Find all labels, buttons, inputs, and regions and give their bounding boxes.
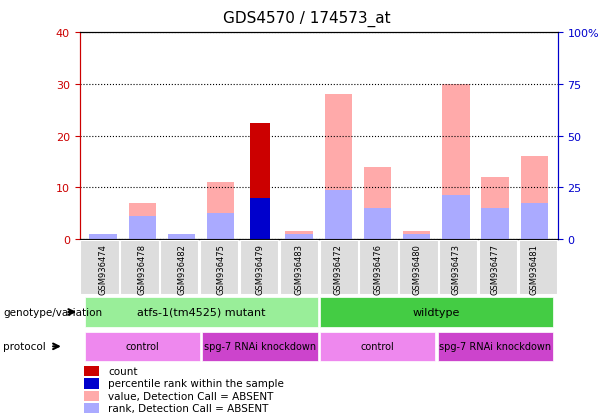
Bar (85, 403, 99, 413)
FancyBboxPatch shape (320, 332, 435, 361)
Text: GSM936476: GSM936476 (373, 243, 382, 294)
Bar (207, 214, 235, 240)
Bar (439, 241, 478, 294)
FancyBboxPatch shape (202, 332, 318, 361)
Bar (120, 241, 159, 294)
FancyBboxPatch shape (85, 298, 318, 327)
Bar (85, 378, 99, 389)
Bar (249, 198, 270, 240)
Text: spg-7 RNAi knockdown: spg-7 RNAi knockdown (439, 342, 551, 351)
Text: GSM936482: GSM936482 (177, 243, 186, 294)
Text: GSM936473: GSM936473 (451, 243, 460, 294)
Bar (479, 241, 517, 294)
Bar (481, 209, 509, 240)
Bar (359, 241, 398, 294)
Text: spg-7 RNAi knockdown: spg-7 RNAi knockdown (204, 342, 316, 351)
Bar (399, 241, 438, 294)
Bar (442, 85, 470, 240)
Bar (89, 235, 117, 240)
Text: control: control (360, 342, 394, 351)
Bar (80, 241, 119, 294)
Bar (481, 178, 509, 240)
Bar (325, 190, 352, 240)
Text: GSM936478: GSM936478 (138, 243, 147, 294)
Text: rank, Detection Call = ABSENT: rank, Detection Call = ABSENT (109, 403, 268, 413)
Text: atfs-1(tm4525) mutant: atfs-1(tm4525) mutant (137, 307, 265, 317)
Bar (85, 366, 99, 376)
Text: GSM936479: GSM936479 (256, 243, 264, 294)
Bar (85, 391, 99, 401)
Text: value, Detection Call = ABSENT: value, Detection Call = ABSENT (109, 391, 274, 401)
Text: control: control (126, 342, 159, 351)
Text: GDS4570 / 174573_at: GDS4570 / 174573_at (223, 10, 390, 26)
Text: wildtype: wildtype (413, 307, 460, 317)
Text: genotype/variation: genotype/variation (3, 307, 102, 317)
Bar (249, 123, 270, 240)
Bar (520, 157, 548, 240)
FancyBboxPatch shape (85, 332, 200, 361)
Bar (168, 235, 196, 240)
Text: percentile rank within the sample: percentile rank within the sample (109, 379, 284, 389)
FancyBboxPatch shape (438, 332, 553, 361)
Bar (319, 241, 358, 294)
Bar (160, 241, 199, 294)
Bar (286, 232, 313, 240)
Bar (442, 196, 470, 240)
Bar (200, 241, 238, 294)
Bar (129, 204, 156, 240)
Bar (519, 241, 557, 294)
Bar (364, 209, 391, 240)
Text: GSM936481: GSM936481 (530, 243, 539, 294)
Text: GSM936474: GSM936474 (99, 243, 108, 294)
Bar (240, 241, 278, 294)
Bar (168, 235, 196, 240)
Text: count: count (109, 366, 138, 376)
Text: GSM936472: GSM936472 (334, 243, 343, 294)
Bar (325, 95, 352, 240)
Text: protocol: protocol (3, 342, 46, 351)
FancyBboxPatch shape (320, 298, 553, 327)
Bar (89, 235, 117, 240)
Bar (520, 204, 548, 240)
Bar (207, 183, 235, 240)
Bar (403, 232, 430, 240)
Text: GSM936475: GSM936475 (216, 243, 226, 294)
Text: GSM936480: GSM936480 (412, 243, 421, 294)
Bar (364, 167, 391, 240)
Bar (280, 241, 318, 294)
Text: GSM936477: GSM936477 (490, 243, 500, 294)
Bar (403, 235, 430, 240)
Text: GSM936483: GSM936483 (295, 243, 303, 294)
Bar (286, 235, 313, 240)
Bar (129, 216, 156, 240)
